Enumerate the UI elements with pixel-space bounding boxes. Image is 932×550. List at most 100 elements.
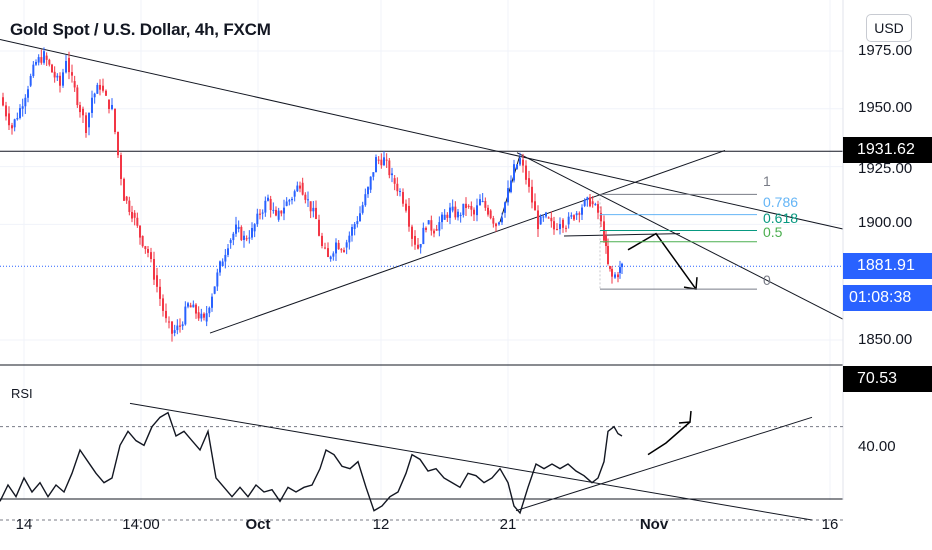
- candle-body: [435, 229, 438, 231]
- candle-body: [261, 212, 264, 214]
- candle-body: [144, 246, 147, 250]
- candle-body: [277, 210, 280, 220]
- fib-level-05: 0.5: [763, 224, 783, 240]
- candle-body: [492, 218, 495, 224]
- candle-body: [102, 85, 104, 91]
- candle-body: [522, 159, 524, 166]
- candle-body: [288, 200, 291, 202]
- price-tick: 1900.00: [858, 214, 913, 231]
- candle-body: [324, 247, 326, 249]
- candle-body: [88, 112, 90, 128]
- candle-body: [591, 201, 594, 205]
- candle-body: [267, 197, 269, 201]
- candle-body: [40, 57, 43, 63]
- candle-body: [495, 223, 497, 227]
- candle-body: [162, 298, 164, 311]
- fib-level-0786: 0.786: [763, 194, 799, 210]
- candle-body: [405, 203, 407, 211]
- candle-body: [573, 215, 575, 220]
- candlesticks: [2, 47, 623, 342]
- candle-body: [8, 113, 10, 126]
- candle-body: [594, 204, 597, 206]
- candle-body: [224, 254, 227, 262]
- bar-countdown-tag: 01:08:38: [843, 285, 932, 311]
- candle-body: [417, 244, 419, 249]
- candle-body: [51, 64, 53, 73]
- rsi-pane[interactable]: [0, 402, 843, 521]
- grid: [0, 0, 843, 500]
- candle-body: [111, 104, 113, 110]
- time-tick: 21: [499, 516, 517, 533]
- candle-body: [550, 217, 553, 222]
- candle-body: [108, 99, 110, 110]
- rsi-label[interactable]: RSI: [11, 386, 33, 401]
- candle-body: [388, 160, 391, 176]
- candle-body: [396, 183, 399, 192]
- candle-body: [473, 209, 475, 215]
- descending-trendline-major: [0, 38, 844, 230]
- ascending-trendline: [209, 149, 726, 334]
- candle-body: [153, 259, 155, 280]
- candle-body: [192, 304, 195, 308]
- candle-body: [391, 173, 393, 176]
- time-tick: 16: [821, 516, 839, 533]
- candle-body: [272, 209, 275, 211]
- candle-body: [614, 274, 616, 278]
- candle-body: [123, 178, 125, 201]
- candle-body: [35, 62, 37, 65]
- fib-level-1: 1: [763, 173, 771, 189]
- candle-body: [414, 235, 416, 245]
- candle-body: [291, 198, 293, 201]
- candle-body: [359, 213, 361, 222]
- candle-body: [159, 286, 161, 299]
- candle-body: [48, 59, 51, 65]
- candle-body: [393, 178, 396, 184]
- symbol-title[interactable]: Gold Spot / U.S. Dollar, 4h, FXCM: [10, 20, 271, 39]
- candle-body: [570, 215, 573, 217]
- candle-body: [168, 321, 170, 323]
- candle-body: [37, 57, 40, 63]
- candle-body: [510, 180, 512, 193]
- candle-body: [443, 214, 446, 220]
- candle-body: [285, 201, 288, 206]
- candle-body: [383, 157, 385, 166]
- candle-body: [269, 198, 272, 211]
- fib-retracement[interactable]: [599, 193, 757, 290]
- candle-body: [56, 75, 59, 78]
- candle-body: [484, 201, 487, 208]
- candle-body: [13, 119, 16, 128]
- candle-body: [27, 89, 29, 98]
- rsi-ascending-trendline: [129, 402, 813, 521]
- candle-body: [240, 226, 243, 240]
- candle-body: [181, 324, 184, 327]
- fib-level-0618: 0.618: [763, 210, 799, 226]
- candle-body: [581, 207, 583, 215]
- candle-body: [176, 325, 179, 331]
- candle-body: [299, 185, 301, 189]
- candle-body: [609, 266, 611, 269]
- candle-body: [534, 201, 536, 211]
- candle-body: [91, 97, 93, 113]
- candle-body: [82, 108, 84, 116]
- candle-body: [179, 325, 181, 327]
- candle-body: [280, 210, 283, 214]
- candle-body: [93, 93, 96, 98]
- candle-body: [65, 60, 67, 73]
- candle-body: [607, 246, 609, 264]
- candle-body: [457, 211, 459, 218]
- candle-body: [556, 229, 558, 231]
- candle-body: [513, 164, 515, 181]
- price-tick: 1975.00: [858, 42, 913, 59]
- candle-body: [369, 176, 372, 190]
- candle-body: [605, 235, 607, 247]
- rsi-tick: 40.00: [858, 438, 896, 455]
- candle-body: [375, 157, 377, 173]
- candle-body: [147, 249, 149, 253]
- descending-trendline-minor: [516, 152, 844, 320]
- currency-button[interactable]: USD: [866, 14, 912, 42]
- candle-body: [337, 242, 340, 250]
- candle-body: [479, 199, 481, 206]
- candle-body: [301, 182, 304, 195]
- candle-body: [459, 214, 462, 216]
